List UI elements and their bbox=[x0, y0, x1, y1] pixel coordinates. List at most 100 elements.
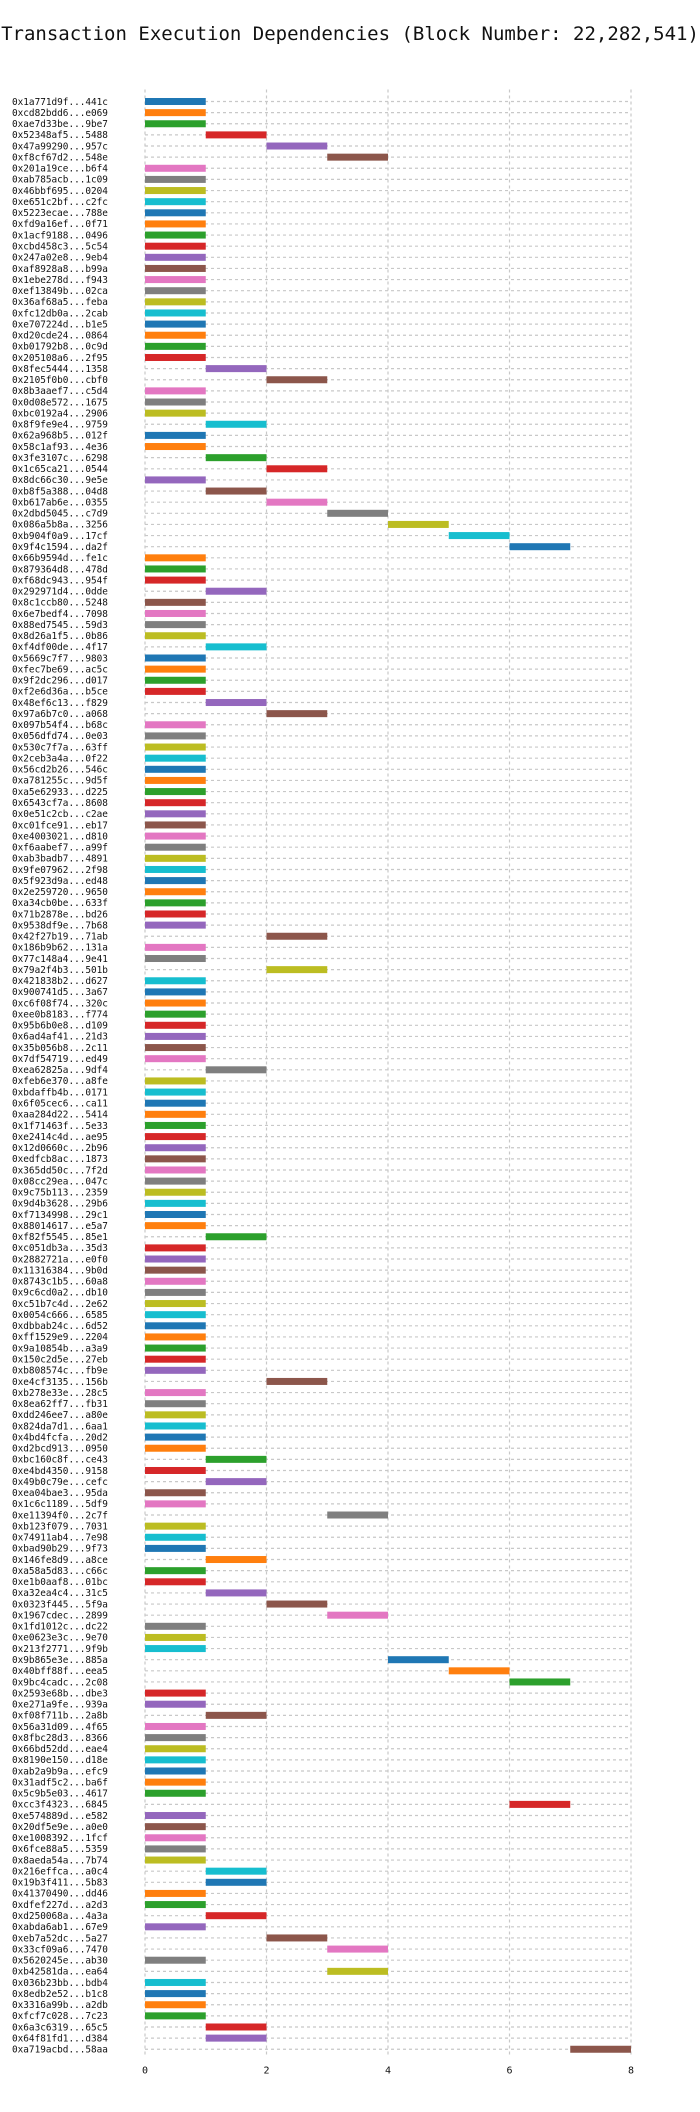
y-tick-label: 0xe4003021...d810 bbox=[12, 831, 108, 842]
bar bbox=[145, 1144, 206, 1152]
bar bbox=[327, 153, 388, 161]
y-tick-label: 0xab785acb...1c09 bbox=[12, 175, 108, 186]
y-tick-label: 0x95b6b0e8...d109 bbox=[12, 1021, 108, 1032]
y-tick-label: 0xdd246ee7...a80e bbox=[12, 1410, 108, 1421]
y-tick-label: 0x5c9b5e03...4617 bbox=[12, 1789, 108, 1800]
bar bbox=[145, 1789, 206, 1797]
y-tick-label: 0x036b23bb...bdb4 bbox=[12, 1978, 108, 1989]
y-tick-label: 0xfd9a16ef...0f71 bbox=[12, 219, 108, 230]
bar bbox=[145, 1199, 206, 1207]
bar bbox=[145, 298, 206, 306]
bar bbox=[145, 899, 206, 907]
bar bbox=[145, 1300, 206, 1308]
y-tick-label: 0x8fec5444...1358 bbox=[12, 364, 108, 375]
y-tick-label: 0x2105f0b0...cbf0 bbox=[12, 375, 108, 386]
bar bbox=[145, 398, 206, 406]
bar bbox=[145, 287, 206, 295]
y-tick-label: 0x52348af5...5488 bbox=[12, 130, 108, 141]
bar bbox=[145, 1155, 206, 1163]
bar bbox=[448, 1667, 510, 1675]
bar bbox=[388, 1656, 449, 1664]
y-tick-label: 0x2e259720...9650 bbox=[12, 887, 108, 898]
bar bbox=[205, 365, 267, 373]
bar bbox=[327, 509, 388, 517]
y-tick-label: 0x8743c1b5...60a8 bbox=[12, 1277, 108, 1288]
bar bbox=[145, 665, 206, 673]
bar bbox=[145, 1121, 206, 1129]
y-tick-label: 0xfec7be69...ac5c bbox=[12, 664, 108, 675]
y-tick-label: 0x9c6cd0a2...db10 bbox=[12, 1288, 108, 1299]
y-tick-label: 0x48ef6c13...f829 bbox=[12, 698, 108, 709]
bar bbox=[145, 1322, 206, 1330]
y-tick-label: 0xf68dc943...954f bbox=[12, 575, 108, 586]
bar bbox=[145, 1722, 206, 1730]
bar bbox=[145, 1110, 206, 1118]
y-tick-label: 0x1967cdec...2899 bbox=[12, 1610, 108, 1621]
y-tick-label: 0x9f4c1594...da2f bbox=[12, 542, 108, 553]
y-tick-label: 0xa781255c...9d5f bbox=[12, 776, 108, 787]
bar bbox=[145, 2001, 206, 2009]
bar bbox=[205, 2034, 267, 2042]
y-tick-label: 0x1f71463f...5e33 bbox=[12, 1121, 108, 1132]
y-tick-label: 0x8edb2e52...b1c8 bbox=[12, 1989, 108, 2000]
y-tick-label: 0x0054c666...6585 bbox=[12, 1310, 108, 1321]
x-tick-label: 8 bbox=[628, 2065, 634, 2076]
bar bbox=[145, 276, 206, 284]
y-tick-label: 0x47a99290...957c bbox=[12, 141, 108, 152]
y-tick-label: 0x097b54f4...b68c bbox=[12, 720, 108, 731]
bar bbox=[145, 1856, 206, 1864]
y-tick-label: 0xfc12db0a...2cab bbox=[12, 308, 108, 319]
bar bbox=[145, 1689, 206, 1697]
bar bbox=[145, 943, 206, 951]
bar bbox=[145, 754, 206, 762]
y-tick-label: 0x5620245e...ab30 bbox=[12, 1956, 108, 1967]
y-tick-label: 0xc01fce91...eb17 bbox=[12, 820, 108, 831]
bar bbox=[266, 710, 328, 718]
y-tick-label: 0x1fd1012c...dc22 bbox=[12, 1622, 108, 1633]
bar bbox=[145, 209, 206, 217]
bar bbox=[145, 1177, 206, 1185]
y-tick-label: 0x213f2771...9f9b bbox=[12, 1644, 108, 1655]
bar bbox=[145, 1055, 206, 1063]
bar bbox=[145, 1522, 206, 1530]
y-tick-label: 0x1ebe278d...f943 bbox=[12, 275, 108, 286]
y-tick-label: 0x12d0660c...2b96 bbox=[12, 1143, 108, 1154]
bar bbox=[266, 966, 328, 974]
y-tick-label: 0x1a771d9f...441c bbox=[12, 97, 108, 108]
bar bbox=[266, 376, 328, 384]
y-tick-label: 0xbdaffb4b...0171 bbox=[12, 1087, 108, 1098]
bar bbox=[145, 676, 206, 684]
y-tick-label: 0x9f2dc296...d017 bbox=[12, 676, 108, 687]
y-tick-label: 0xdfef227d...a2d3 bbox=[12, 1900, 108, 1911]
y-tick-label: 0xbc0192a4...2906 bbox=[12, 408, 108, 419]
bar bbox=[145, 164, 206, 172]
bar bbox=[509, 1678, 571, 1686]
y-tick-label: 0xf08f711b...2a8b bbox=[12, 1711, 108, 1722]
bar bbox=[145, 921, 206, 929]
bar bbox=[145, 1433, 206, 1441]
y-tick-label: 0xcd82bdd6...e069 bbox=[12, 108, 108, 119]
bar bbox=[145, 865, 206, 873]
bar bbox=[570, 2045, 631, 2053]
y-tick-label: 0xa719acbd...58aa bbox=[12, 2045, 108, 2056]
y-tick-labels: 0x1a771d9f...441c0xcd82bdd6...e0690xae7d… bbox=[12, 97, 108, 2056]
bar bbox=[145, 409, 206, 417]
y-tick-label: 0x08cc29ea...047c bbox=[12, 1176, 108, 1187]
x-tick-label: 0 bbox=[142, 2065, 148, 2076]
y-tick-label: 0xc051db3a...35d3 bbox=[12, 1243, 108, 1254]
bar bbox=[145, 1355, 206, 1363]
y-tick-label: 0x6a3c6319...65c5 bbox=[12, 2022, 108, 2033]
bar bbox=[145, 1411, 206, 1419]
y-tick-label: 0x186b9b62...131a bbox=[12, 943, 108, 954]
y-tick-label: 0xe1b0aaf8...01bc bbox=[12, 1577, 108, 1588]
bar bbox=[145, 721, 206, 729]
y-tick-label: 0x900741d5...3a67 bbox=[12, 987, 108, 998]
bar bbox=[145, 1489, 206, 1497]
bar bbox=[145, 1389, 206, 1397]
bar bbox=[145, 1166, 206, 1174]
y-tick-label: 0x8ea62ff7...fb31 bbox=[12, 1399, 108, 1410]
y-tick-label: 0x205108a6...2f95 bbox=[12, 353, 108, 364]
y-tick-label: 0x20df5e9e...a0e0 bbox=[12, 1822, 108, 1833]
y-tick-label: 0x5669c7f7...9803 bbox=[12, 653, 108, 664]
y-tick-label: 0xb01792b8...0c9d bbox=[12, 342, 108, 353]
